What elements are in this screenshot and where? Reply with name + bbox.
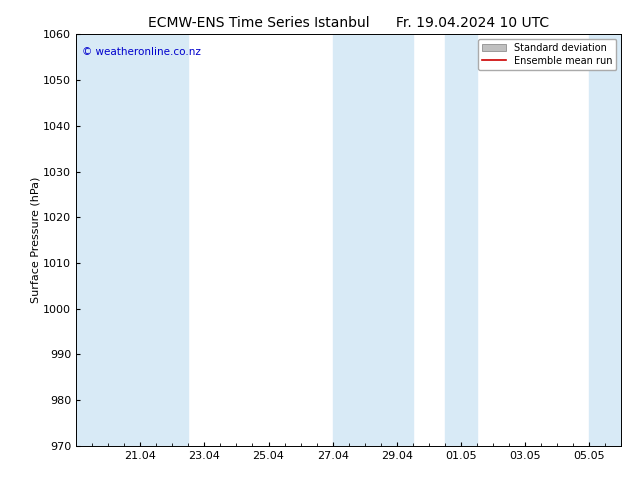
Bar xyxy=(140,34,188,446)
Title: ECMW-ENS Time Series Istanbul      Fr. 19.04.2024 10 UTC: ECMW-ENS Time Series Istanbul Fr. 19.04.… xyxy=(148,16,549,30)
Bar xyxy=(333,34,413,446)
Bar xyxy=(76,34,140,446)
Text: © weatheronline.co.nz: © weatheronline.co.nz xyxy=(82,47,200,57)
Legend: Standard deviation, Ensemble mean run: Standard deviation, Ensemble mean run xyxy=(478,39,616,70)
Y-axis label: Surface Pressure (hPa): Surface Pressure (hPa) xyxy=(30,177,41,303)
Bar xyxy=(589,34,621,446)
Bar xyxy=(445,34,477,446)
